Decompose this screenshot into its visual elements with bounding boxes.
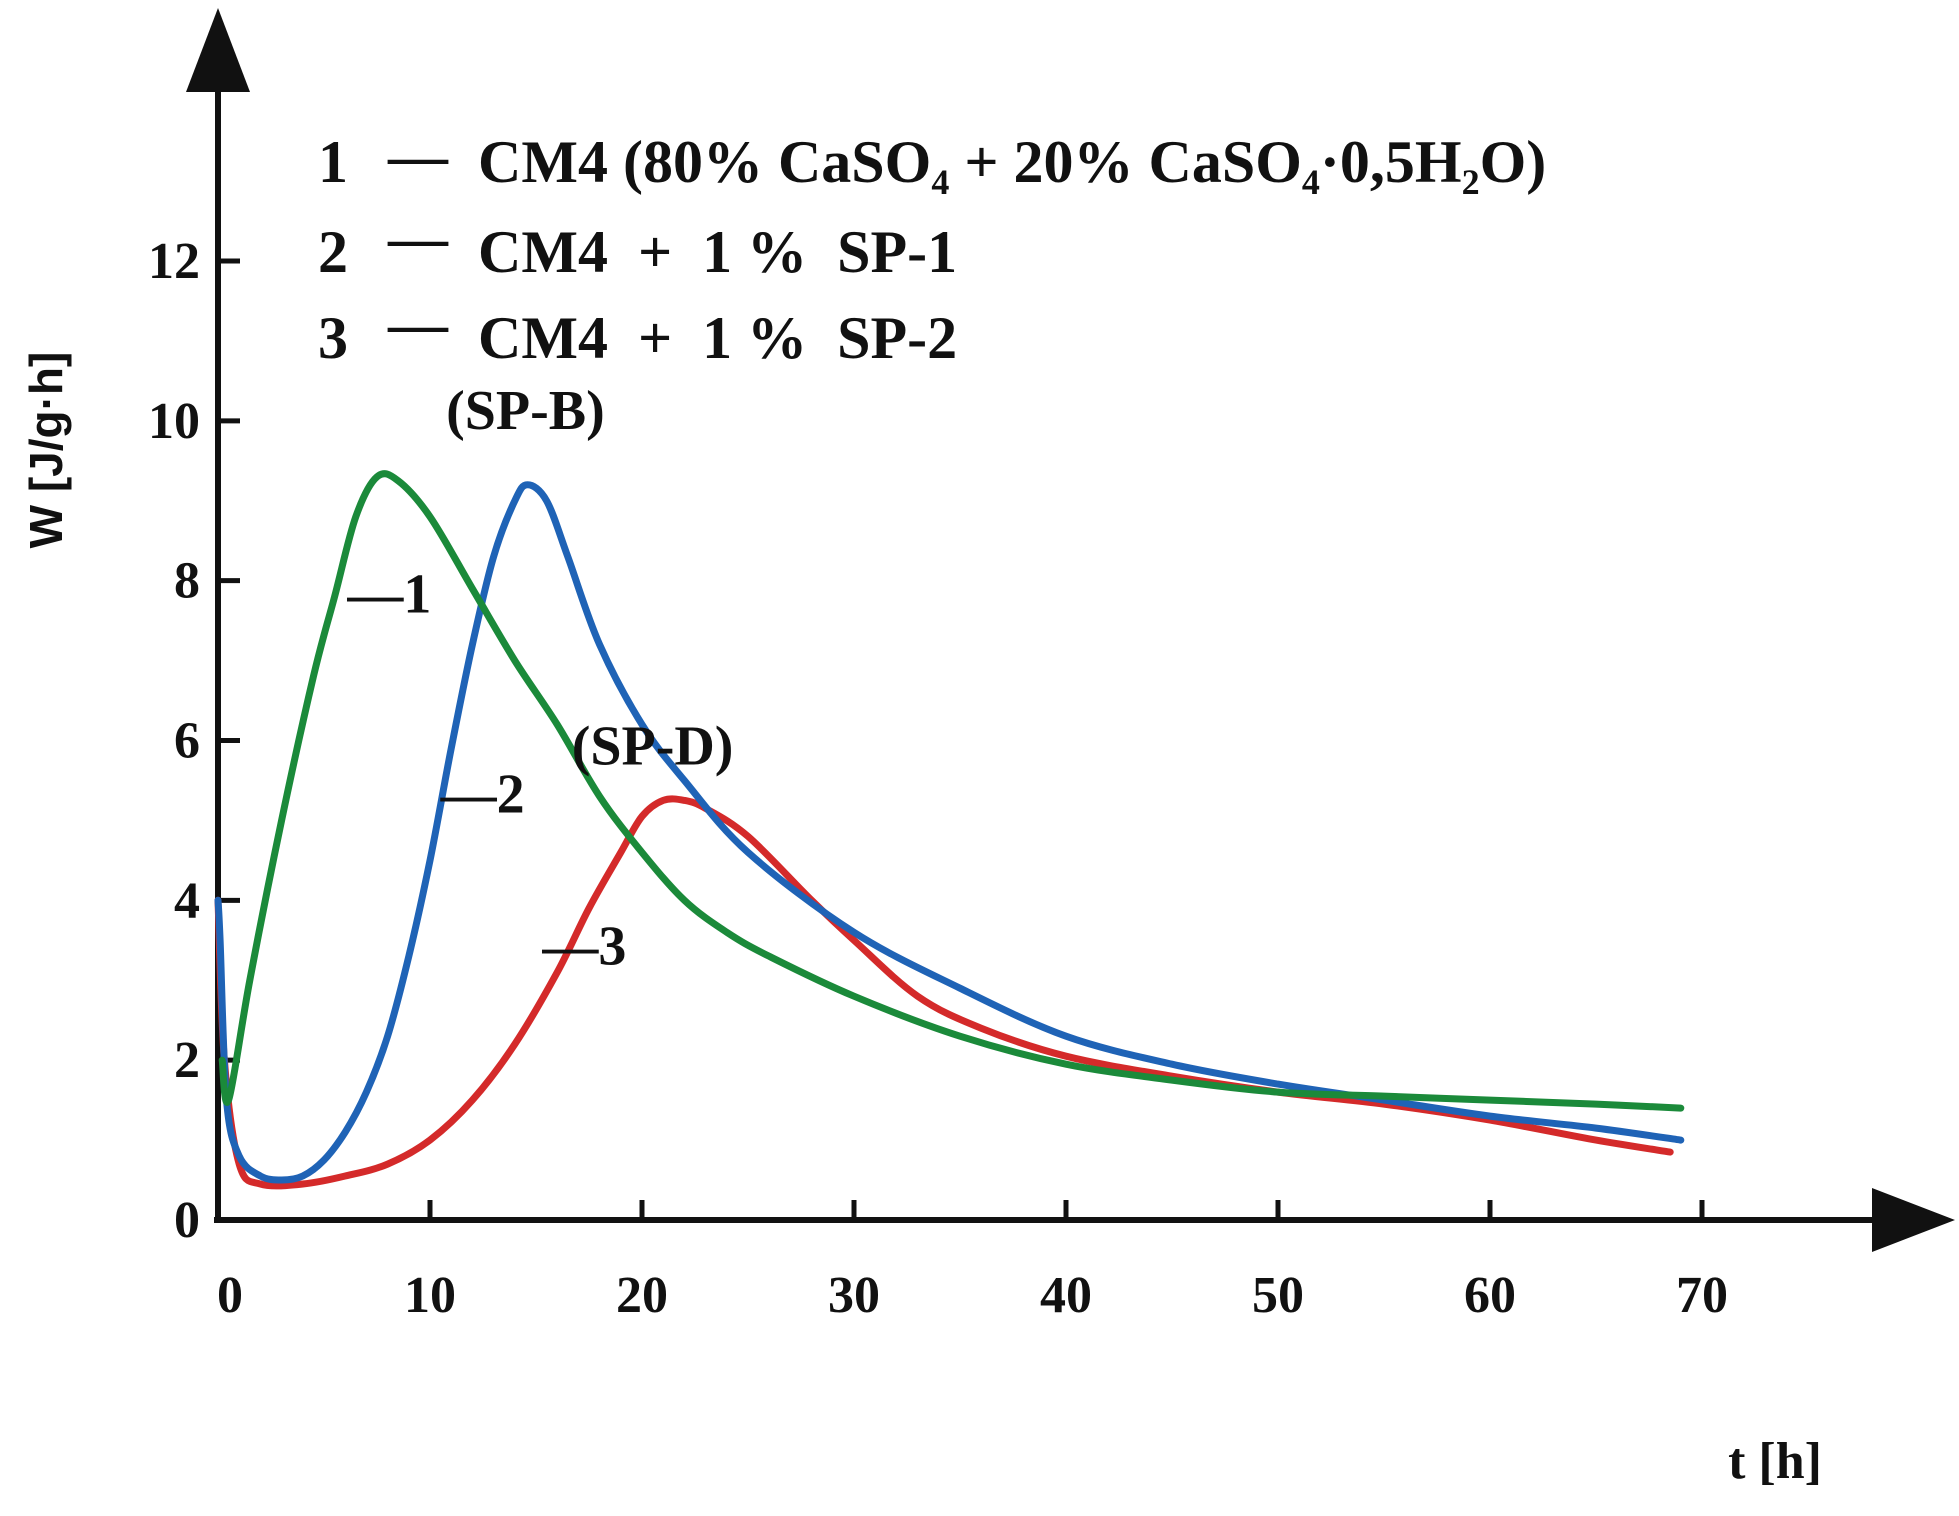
legend-number-1: 1 [318, 129, 348, 195]
legend-label-2: CM4 + 1 % SP-1 [478, 219, 957, 285]
legend-dash-1: — [387, 123, 449, 189]
legend-label-1-main: CM4 (80% CaSO [478, 129, 931, 195]
x-tick-label: 30 [828, 1267, 880, 1324]
y-tick-label: 0 [174, 1192, 200, 1249]
x-tick-label: 70 [1676, 1267, 1728, 1324]
legend-label-1-sub3: 2 [1462, 162, 1480, 202]
y-tick-label: 12 [148, 233, 200, 290]
x-tick-label: 0 [217, 1267, 243, 1324]
legend-entry-1: 1 — CM4 (80% CaSO4 + 20% CaSO4·0,5H2O) [318, 123, 1546, 202]
y-tick-label: 2 [174, 1032, 200, 1089]
series-line-1 [218, 470, 1685, 1112]
y-axis-arrow [186, 8, 250, 92]
legend-dash-3: — [387, 291, 449, 357]
x-tick-label: 10 [404, 1267, 456, 1324]
x-tick-label: 60 [1464, 1267, 1516, 1324]
curve-label-2: —2 [440, 763, 525, 825]
legend-number-3: 3 [318, 305, 348, 371]
series-line-2 [214, 481, 1685, 1184]
legend-label-1-end: O) [1480, 129, 1547, 195]
x-tick-label: 20 [616, 1267, 668, 1324]
legend-label-1-sub2: 4 [1302, 162, 1320, 202]
y-tick-label: 8 [174, 553, 200, 610]
x-tick-label: 50 [1252, 1267, 1304, 1324]
curve-label-1: —1 [346, 564, 431, 626]
y-tick-label: 6 [174, 713, 200, 770]
x-axis-title: t [h] [1728, 1433, 1822, 1490]
x-tick-label: 40 [1040, 1267, 1092, 1324]
annotation-sp-b: (SP-B) [446, 380, 605, 442]
annotation-sp-d: (SP-D) [572, 715, 734, 777]
x-axis-arrow [1872, 1188, 1955, 1252]
legend-entry-3: 3 — CM4 + 1 % SP-2 [318, 291, 957, 371]
legend-label-3: CM4 + 1 % SP-2 [478, 305, 957, 371]
legend-label-1-sub1: 4 [931, 162, 949, 202]
legend-number-2: 2 [318, 219, 348, 285]
legend: 1 — CM4 (80% CaSO4 + 20% CaSO4·0,5H2O) 2… [318, 123, 1546, 371]
legend-dash-2: — [387, 205, 449, 271]
legend-label-1-mid: + 20% CaSO [949, 129, 1302, 195]
legend-entry-2: 2 — CM4 + 1 % SP-1 [318, 205, 957, 285]
legend-label-1: CM4 (80% CaSO4 + 20% CaSO4·0,5H2O) [478, 129, 1546, 202]
y-tick-label: 4 [174, 872, 200, 929]
y-axis-title: W [J/g·h] [20, 352, 72, 549]
series-line-3 [214, 795, 1674, 1190]
y-tick-label: 10 [148, 393, 200, 450]
curve-label-3: —3 [541, 915, 626, 977]
legend-label-1-mid2: ·0,5H [1320, 129, 1462, 195]
